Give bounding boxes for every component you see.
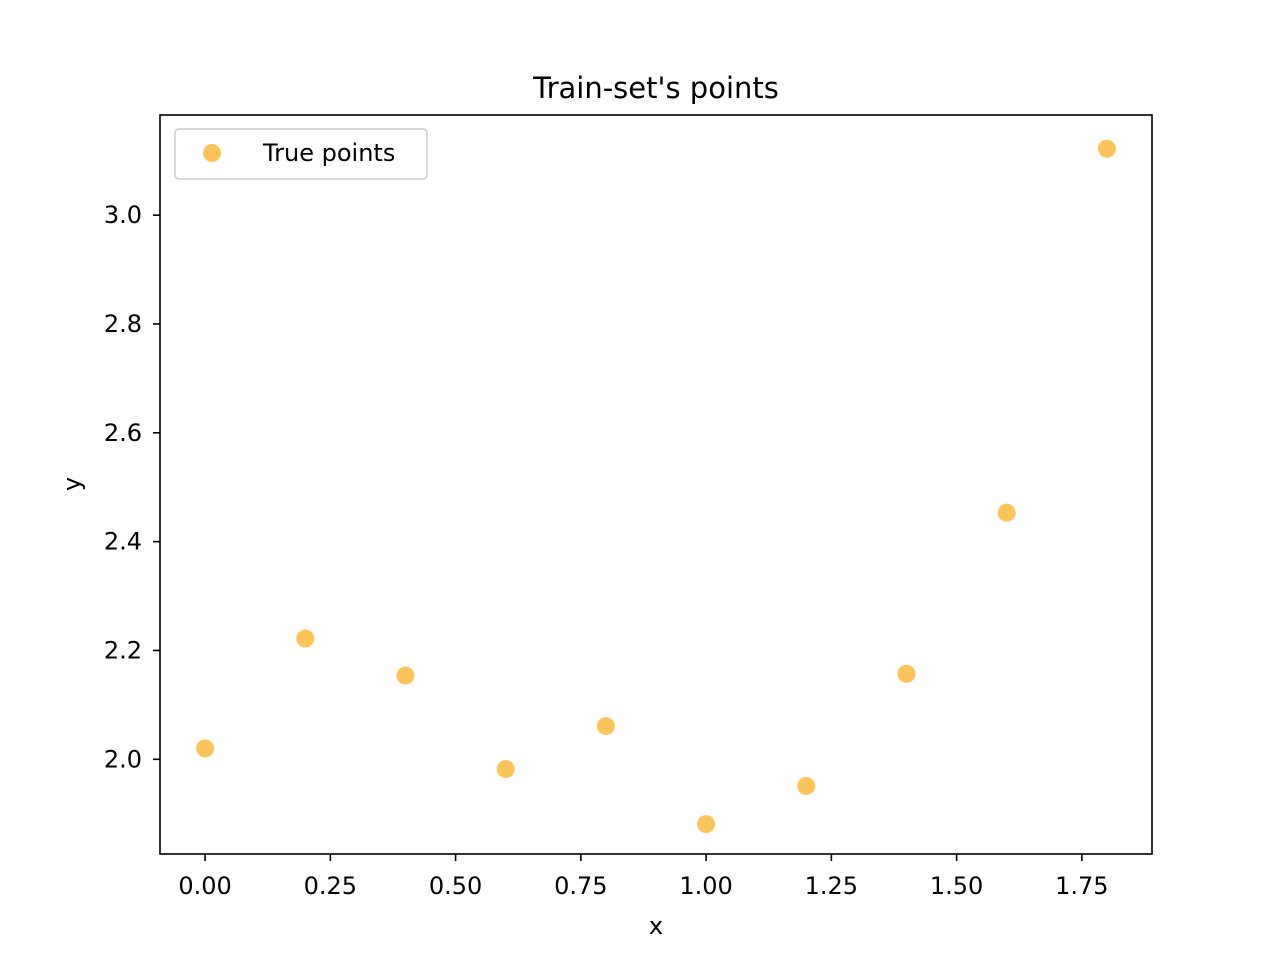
legend-box xyxy=(174,128,428,180)
data-point xyxy=(296,629,315,648)
data-point xyxy=(1097,139,1116,158)
data-point xyxy=(596,717,615,736)
y-tick-label: 2.2 xyxy=(104,636,142,664)
data-point xyxy=(697,815,716,834)
x-axis-ticks: 0.00 0.25 0.50 0.75 1.00 1.25 1.50 1.75 xyxy=(178,854,1109,900)
x-tick-label: 0.50 xyxy=(429,872,482,900)
data-point xyxy=(396,666,415,685)
y-axis-label: y xyxy=(58,477,86,491)
y-tick-label: 2.6 xyxy=(104,419,142,447)
legend-marker-icon xyxy=(203,144,221,162)
y-tick-label: 2.0 xyxy=(104,745,142,773)
legend-label: True points xyxy=(262,139,395,167)
chart-title: Train-set's points xyxy=(532,71,779,105)
y-tick-label: 2.4 xyxy=(104,528,142,556)
data-point xyxy=(797,776,816,795)
data-point xyxy=(196,739,215,758)
x-tick-label: 1.25 xyxy=(805,872,858,900)
data-point xyxy=(997,503,1016,522)
data-point xyxy=(897,664,916,683)
x-tick-label: 1.75 xyxy=(1055,872,1108,900)
x-axis-label: x xyxy=(649,912,663,940)
data-point xyxy=(496,760,515,779)
x-tick-label: 0.75 xyxy=(554,872,607,900)
y-axis-ticks: 2.0 2.2 2.4 2.6 2.8 3.0 xyxy=(104,201,160,773)
x-tick-label: 0.25 xyxy=(304,872,357,900)
x-tick-label: 1.00 xyxy=(679,872,732,900)
legend: True points xyxy=(174,128,428,180)
y-tick-label: 2.8 xyxy=(104,310,142,338)
y-tick-label: 3.0 xyxy=(104,201,142,229)
x-tick-label: 0.00 xyxy=(178,872,231,900)
axes-frame xyxy=(159,114,1153,855)
x-tick-label: 1.50 xyxy=(930,872,983,900)
data-points xyxy=(196,139,1116,834)
